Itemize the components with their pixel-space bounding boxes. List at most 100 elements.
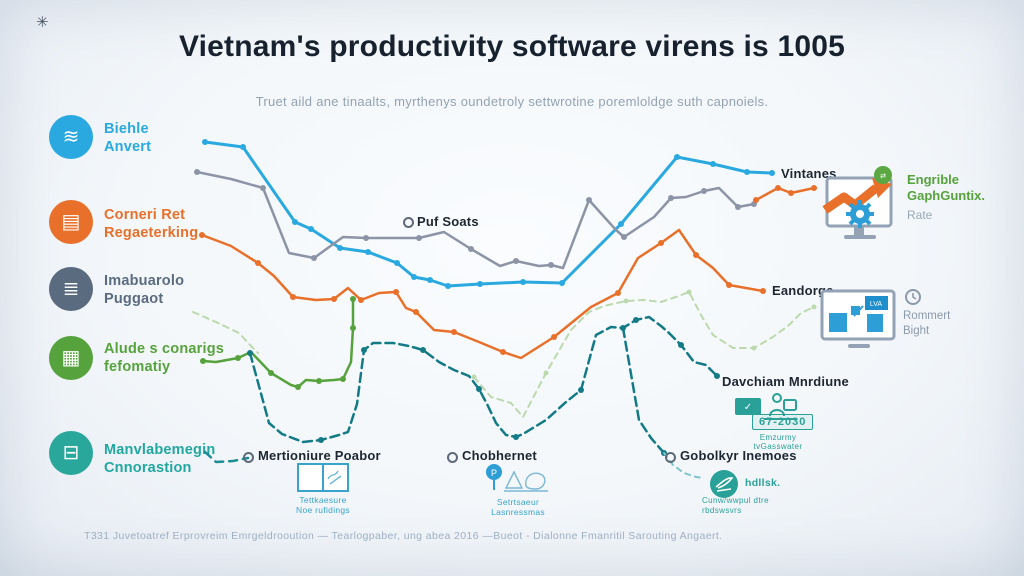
gear-icon <box>846 200 874 228</box>
clock-icon <box>905 289 921 305</box>
source-caption: T331 Juvetoatref Erprovreim Emrgeldroout… <box>84 530 723 542</box>
marker-manvlabemegin-teal <box>714 373 720 379</box>
annotation-davchiam: Davchiam Mnrdiune <box>722 374 849 389</box>
scribble-figure-icon: ≋ <box>49 115 93 159</box>
marker-biehle-anvert-blue <box>520 279 526 285</box>
legend-line: Regaeterking <box>104 225 199 241</box>
series-orange-tail-to-monitor <box>754 186 816 202</box>
marker-alude-green <box>268 370 274 376</box>
legend-line: Biehle <box>104 121 149 137</box>
rommert-text: Rommert Bight <box>903 309 950 339</box>
page-subtitle: Truet aild ane tinaalts, myrthenys ounde… <box>255 94 769 109</box>
marker-imabuarolo-gray <box>735 204 741 210</box>
marker-orange-tail-to-monitor <box>775 185 781 191</box>
marker-biehle-anvert-blue <box>477 281 483 287</box>
legend-item-imabuarolo: ≣ <box>49 267 93 311</box>
marker-imabuarolo-gray <box>194 169 200 175</box>
series-teal-branch-down <box>621 326 666 455</box>
marker-pale-green-right <box>686 289 692 295</box>
marker-imabuarolo-gray <box>751 201 757 207</box>
marker-alude-green <box>340 376 346 382</box>
marker-biehle-anvert-blue <box>365 249 371 255</box>
engrible-line2: GaphGuntix. <box>907 188 985 203</box>
legend-item-manvlabemegin: ⊟ <box>49 431 93 475</box>
marker-biehle-anvert-blue <box>337 245 343 251</box>
legend-label-corneri: Corneri Ret Regaeterking <box>104 206 198 242</box>
engrible-line1: Engrible <box>907 172 960 187</box>
chobhernet-subtext-2: Lasnressmas <box>491 507 545 517</box>
marker-orange-tail-to-monitor <box>788 190 794 196</box>
marker-imabuarolo-gray <box>621 234 627 240</box>
legend-label-biehle: Biehle Anvert <box>104 120 151 156</box>
workstation-icon: ✓ <box>735 393 797 420</box>
legend-label-alude: Alude s conarigs fefomatiy <box>104 340 224 376</box>
marker-biehle-anvert-blue <box>710 161 716 167</box>
legend-line: Manvlabemegin <box>104 442 216 458</box>
marker-manvlabemegin-teal <box>633 317 639 323</box>
legend-line: Alude s conarigs <box>104 341 225 357</box>
hollistin-subtext-1: Cunw/wwpul dtre <box>702 496 769 505</box>
map-pin-sketch-icon: P <box>486 464 548 492</box>
mertioniure-marker <box>243 452 254 463</box>
mertioniure-subtext-2: Noe rufidings <box>296 505 350 515</box>
annotation-vintanes: Vintanes <box>781 166 837 181</box>
marker-manvlabemegin-teal <box>247 350 253 356</box>
marker-corneri-ret-orange <box>615 290 621 296</box>
marker-biehle-anvert-blue <box>292 219 298 225</box>
engrible-line3: Rate <box>907 208 933 222</box>
legend-item-biehle: ≋ <box>49 115 93 159</box>
marker-biehle-anvert-blue <box>618 221 624 227</box>
legend-item-alude: ▦ <box>49 336 93 380</box>
marker-corneri-ret-orange <box>500 349 506 355</box>
marker-biehle-anvert-blue <box>202 139 208 145</box>
annotation-chobhernet: Chobhernet <box>462 448 537 463</box>
series-manvlabemegin-teal <box>248 315 719 444</box>
marker-manvlabemegin-teal <box>318 437 324 443</box>
hollistin-subtext-2: rbdswsvrs <box>702 506 742 515</box>
gobolkyr-marker <box>665 452 676 463</box>
marker-manvlabemegin-teal <box>476 386 482 392</box>
legend-glyph: ⊟ <box>62 442 80 464</box>
marker-manvlabemegin-teal <box>678 342 684 348</box>
marker-imabuarolo-gray <box>548 262 554 268</box>
marker-orange-tail-to-monitor <box>753 197 759 203</box>
marker-corneri-ret-orange <box>255 260 261 266</box>
legend-glyph: ▦ <box>61 347 81 369</box>
marker-corneri-ret-orange <box>760 288 766 294</box>
legend-line: Imabuarolo <box>104 273 185 289</box>
puf-soats-marker <box>403 217 414 228</box>
marker-biehle-anvert-blue <box>559 280 565 286</box>
legend-label-imabuarolo: Imabuarolo Puggaot <box>104 272 184 308</box>
marker-manvlabemegin-teal <box>420 347 426 353</box>
svg-text:✓: ✓ <box>744 402 752 413</box>
series-biehle-anvert-blue <box>203 140 774 288</box>
legend-label-manvlabemegin: Manvlabemegin Cnnorastion <box>104 441 215 477</box>
marker-imabuarolo-gray <box>701 188 707 194</box>
svg-text:⇄: ⇄ <box>880 172 886 180</box>
marker-imabuarolo-gray <box>468 246 474 252</box>
marker-imabuarolo-gray <box>586 197 592 203</box>
legend-line: Puggaot <box>104 291 164 307</box>
marker-biehle-anvert-blue <box>445 283 451 289</box>
marker-corneri-ret-orange <box>199 232 205 238</box>
marker-biehle-anvert-blue <box>308 226 314 232</box>
marker-imabuarolo-gray <box>416 235 422 241</box>
annotation-gobolkyr: Gobolkyr Inemoes <box>680 448 797 463</box>
marker-pale-green-right <box>623 298 629 304</box>
marker-biehle-anvert-blue <box>769 170 775 176</box>
chobhernet-marker <box>447 452 458 463</box>
legend-line: Cnnorastion <box>104 460 192 476</box>
legend-line: fefomatiy <box>104 359 171 375</box>
marker-corneri-ret-orange <box>358 297 364 303</box>
marker-alude-green <box>295 384 301 390</box>
legend-item-corneri: ▤ <box>49 200 93 244</box>
marker-biehle-anvert-blue <box>411 274 417 280</box>
marker-corneri-ret-orange <box>551 334 557 340</box>
legend-glyph: ≣ <box>62 278 80 300</box>
monitor-apps-icon: LVA <box>820 289 896 348</box>
monitor-app-label: LVA <box>870 301 883 308</box>
marker-pale-green-right <box>543 370 549 376</box>
inbox-tray-icon: ⊟ <box>49 431 93 475</box>
annotation-mertioniure: Mertioniure Poabor <box>258 448 381 463</box>
